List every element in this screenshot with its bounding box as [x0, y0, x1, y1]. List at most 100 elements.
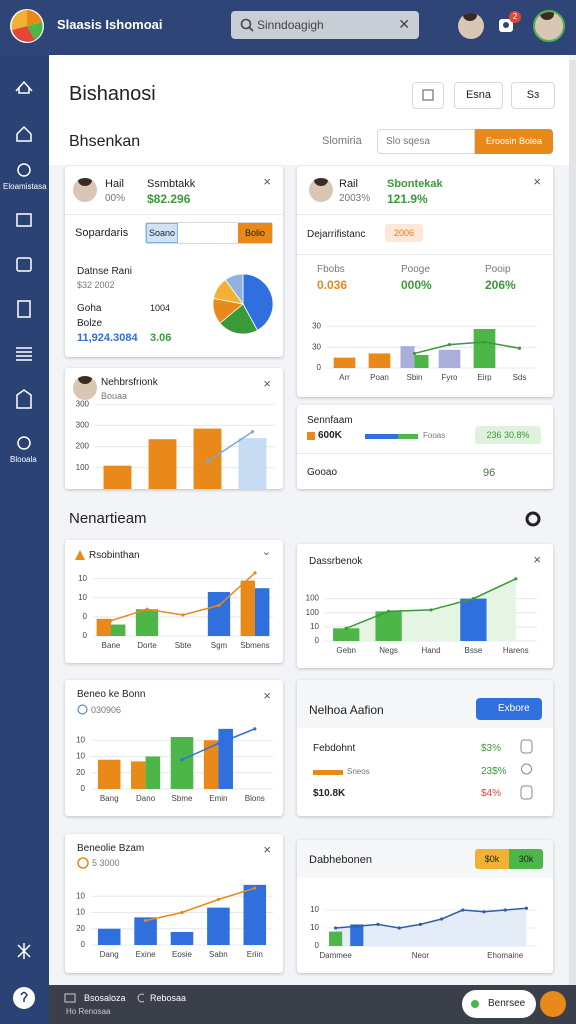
line — [207, 431, 253, 463]
bar — [170, 932, 194, 945]
avatar[interactable] — [458, 13, 484, 39]
chevron[interactable]: ⌄ — [261, 546, 271, 558]
nav-icon[interactable] — [16, 257, 32, 272]
export-button[interactable]: Exbore — [476, 698, 542, 720]
row-value: 23$% — [481, 766, 507, 777]
avatar — [73, 376, 97, 400]
chip[interactable]: $0k — [475, 849, 509, 869]
user-avatar[interactable] — [533, 10, 565, 42]
stat-value: 0.036 — [317, 278, 348, 292]
bar — [97, 759, 121, 789]
chip[interactable]: 30k — [509, 849, 543, 869]
status-dot — [471, 1000, 479, 1008]
line-point — [334, 926, 338, 930]
y-tick-label: 20 — [76, 924, 85, 933]
row-icons[interactable] — [519, 738, 535, 804]
section-icon[interactable] — [525, 511, 541, 527]
close[interactable]: × — [263, 688, 271, 703]
logo[interactable] — [9, 8, 45, 44]
nav-icon[interactable] — [16, 125, 32, 142]
bar — [473, 329, 496, 368]
y-tick-label: 100 — [76, 463, 90, 472]
sub-icon — [77, 857, 89, 869]
card: Dassrbenok × 100 100 10 0 Gebn Negs Hand Bsse Ha… — [297, 544, 553, 668]
row-value: $3% — [481, 743, 502, 754]
line-point — [144, 919, 148, 923]
y-tick-label: 0 — [83, 612, 88, 621]
page-title: Bishanosi — [69, 83, 156, 105]
line-point — [418, 922, 422, 926]
icon-button[interactable] — [412, 82, 444, 109]
nav-icon[interactable] — [15, 80, 33, 94]
line-point — [376, 922, 380, 926]
chip[interactable]: 2006 — [385, 224, 423, 242]
bar — [148, 439, 177, 489]
x-tick-label: Sbme — [172, 794, 193, 803]
tab[interactable]: Soano — [146, 223, 178, 243]
line-point — [145, 607, 149, 611]
bar — [329, 931, 343, 946]
nav-label[interactable]: Blooala — [10, 455, 37, 464]
nav-icon[interactable] — [16, 213, 32, 227]
search-box[interactable]: Sinndoagigh ✕ — [231, 11, 419, 39]
nav-icon[interactable] — [17, 943, 31, 959]
y-tick-label: 10 — [310, 905, 319, 914]
line-point — [216, 897, 220, 902]
title: Nehbrsfrionk — [101, 377, 158, 388]
bar — [207, 907, 230, 945]
card: Dabhebonen $0k 30k 10 10 0 Dammee Neor Ehomai… — [297, 840, 553, 973]
close[interactable]: × — [533, 174, 541, 189]
x-tick-label: Ehomaine — [487, 951, 524, 960]
tab[interactable]: Bolio — [238, 223, 272, 243]
footer-item[interactable]: Bsosaloza — [84, 993, 126, 1003]
title: Beneolie Bzam — [77, 843, 145, 854]
sub: 030906 — [91, 705, 122, 715]
line-point — [217, 603, 221, 608]
row-bar — [313, 770, 343, 775]
x-tick-label: Eirp — [477, 373, 492, 382]
x-tick-label: Negs — [379, 646, 398, 655]
filter-input[interactable]: Slo sqesa — [377, 129, 475, 154]
scrollbar[interactable] — [569, 60, 576, 985]
stat-value: 000% — [401, 278, 432, 292]
filter-button[interactable]: Eroosin Bolea — [475, 129, 553, 154]
nav-icon[interactable] — [16, 347, 32, 361]
x-tick-label: Sabn — [209, 950, 228, 959]
y-tick-label: 100 — [306, 594, 320, 603]
close[interactable]: × — [533, 552, 541, 567]
bar — [368, 353, 391, 368]
metric: 121.9% — [387, 192, 428, 206]
line-point — [514, 577, 518, 581]
y-tick-label: 100 — [306, 608, 320, 617]
nav-label[interactable]: Eloamistasa — [3, 182, 47, 191]
card: Beneolie Bzam 5 3000 × 10 10 20 0 Dang Exine E… — [65, 834, 283, 973]
x-tick-label: Fyro — [442, 373, 459, 382]
footer-item[interactable]: Rebosaa — [150, 993, 187, 1003]
nav-icon[interactable] — [17, 163, 31, 177]
footer-icons — [64, 993, 144, 1003]
card: Nelhoa Aafion Exbore Febdohnt $3% Sneos … — [297, 680, 553, 816]
line-point — [180, 910, 184, 915]
x-tick-label: Sbte — [175, 641, 192, 650]
close[interactable]: × — [263, 174, 271, 189]
x-tick-label: Harens — [503, 646, 529, 655]
close[interactable]: × — [263, 842, 271, 857]
nav-icon[interactable] — [16, 389, 32, 409]
bar — [193, 428, 222, 489]
close[interactable]: × — [263, 376, 271, 391]
sub: 00% — [105, 193, 126, 204]
button[interactable]: Esna — [454, 82, 503, 109]
clear-icon[interactable]: ✕ — [398, 16, 410, 32]
line-point — [482, 340, 487, 344]
fab[interactable] — [540, 991, 566, 1017]
x-tick-label: Eosie — [172, 950, 193, 959]
button[interactable]: Sɜ — [511, 82, 555, 109]
y-tick-label: 30 — [312, 342, 321, 351]
toggle[interactable] — [145, 222, 273, 244]
nav-icon[interactable] — [17, 300, 31, 318]
nav-icon[interactable] — [17, 436, 31, 450]
notification-icon[interactable] — [496, 14, 522, 40]
stat-label: Pooge — [401, 264, 430, 275]
title: Rsobinthan — [89, 550, 140, 561]
